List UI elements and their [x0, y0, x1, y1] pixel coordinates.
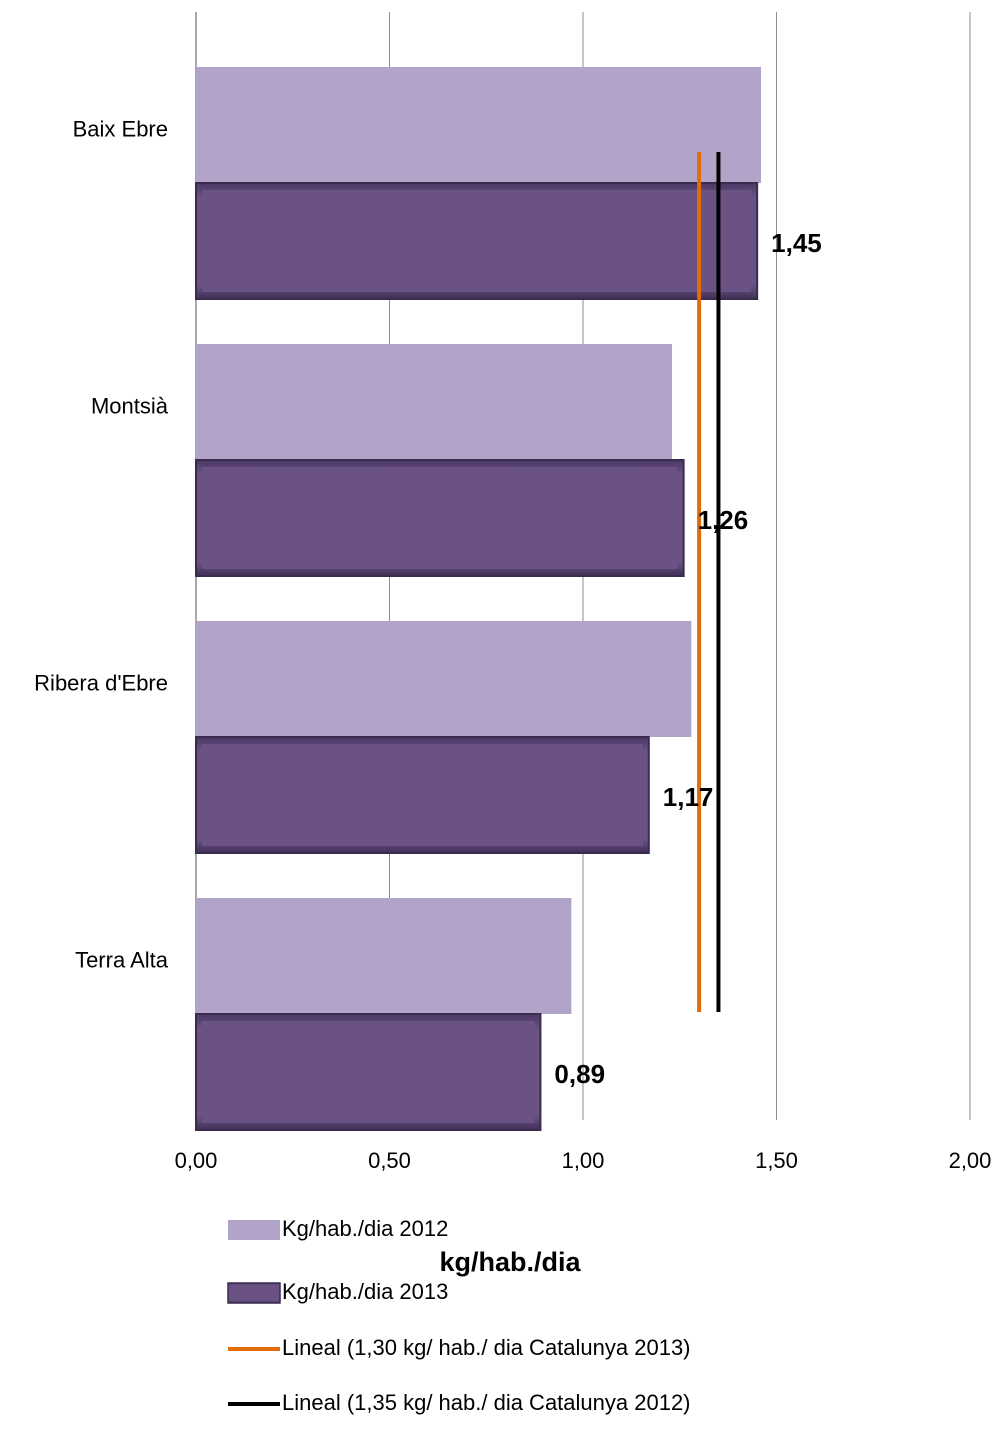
category-label-ribera-d-ebre: Ribera d'Ebre — [34, 670, 168, 695]
bar-2013-face-terra-alta — [202, 1021, 535, 1123]
data-label-2013-montsia: 1,26 — [698, 505, 749, 535]
x-tick-label: 0,50 — [368, 1148, 411, 1173]
legend-swatch — [227, 1282, 281, 1304]
bars — [195, 67, 762, 1131]
legend-label: Lineal (1,30 kg/ hab./ dia Catalunya 201… — [282, 1335, 691, 1360]
data-label-2013-ribera-d-ebre: 1,17 — [663, 782, 714, 812]
data-label-2013-baix-ebre: 1,45 — [771, 228, 822, 258]
legend-swatch — [228, 1220, 280, 1240]
bar-2012-terra-alta — [196, 898, 572, 1014]
reference-lines — [697, 152, 721, 1012]
category-label-baix-ebre: Baix Ebre — [73, 116, 168, 141]
legend: Kg/hab./dia 2012 Kg/hab./dia 2013 Lineal (… — [227, 1216, 691, 1415]
category-label-montsia: Montsià — [91, 393, 169, 418]
bar-2013-face-montsia — [202, 467, 678, 569]
x-tick-label: 0,00 — [175, 1148, 218, 1173]
bar-2012-montsia — [196, 344, 673, 460]
labels: 0,00 0,50 1,00 1,50 2,00 Baix Ebre 1,45 Montsià… — [34, 116, 991, 1173]
category-label-terra-alta: Terra Alta — [75, 947, 169, 972]
x-tick-label: 1,50 — [755, 1148, 798, 1173]
bar-2013-face-baix-ebre — [202, 190, 752, 292]
legend-label: Kg/hab./dia 2012 — [282, 1216, 448, 1241]
x-tick-label: 1,00 — [562, 1148, 605, 1173]
bar-2013-face-ribera-d-ebre — [202, 744, 643, 846]
x-axis-title: kg/hab./dia — [439, 1247, 581, 1277]
bar-2012-baix-ebre — [196, 67, 762, 183]
x-tick-label: 2,00 — [949, 1148, 992, 1173]
legend-label: Kg/hab./dia 2013 — [282, 1279, 448, 1304]
legend-label: Lineal (1,35 kg/ hab./ dia Catalunya 201… — [282, 1390, 691, 1415]
bar-2012-ribera-d-ebre — [196, 621, 692, 737]
data-label-2013-terra-alta: 0,89 — [554, 1059, 605, 1089]
